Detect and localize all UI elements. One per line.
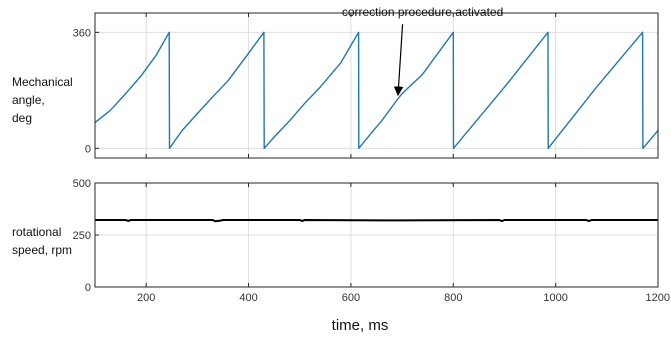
annotation-arrow xyxy=(393,24,404,97)
x-axis-label: time, ms xyxy=(332,317,389,334)
speed-gridlines xyxy=(95,182,659,288)
angle-ytick-label: 360 xyxy=(73,27,91,39)
speed-ticks: 200 400 600 800 1000 1200 0 250 500 xyxy=(73,178,670,304)
angle-series-line xyxy=(94,31,659,150)
angle-plot-frame xyxy=(94,12,659,159)
angle-ticks: 0 360 xyxy=(73,13,659,158)
angle-ylabel-line-2: angle, xyxy=(12,93,45,107)
angle-annotation: correction procedure activated xyxy=(342,5,503,97)
angle-ylabel-line-3: deg xyxy=(12,111,32,125)
speed-ytick-label: 0 xyxy=(85,282,91,294)
speed-xtick-label: 200 xyxy=(137,292,155,304)
angle-series xyxy=(94,31,659,150)
speed-series-line xyxy=(95,219,658,223)
speed-xtick-label: 600 xyxy=(342,292,360,304)
speed-xtick-label: 800 xyxy=(444,292,462,304)
angle-ylabel-line-1: Mechanical xyxy=(12,75,73,89)
speed-ytick-label: 250 xyxy=(73,230,91,242)
speed-ylabel-line-1: rotational xyxy=(12,225,61,239)
angle-gridlines xyxy=(95,13,659,158)
speed-panel: 200 400 600 800 1000 1200 0 250 500 rotational s… xyxy=(12,178,670,304)
angle-panel: 0 360 correction procedure activated Mech… xyxy=(12,5,659,159)
speed-ytick-label: 500 xyxy=(73,178,91,190)
annotation-text: correction procedure activated xyxy=(342,5,503,19)
speed-ylabel-line-2: speed, rpm xyxy=(12,243,72,257)
speed-series xyxy=(95,219,658,223)
angle-ytick-label: 0 xyxy=(85,143,91,155)
speed-xtick-label: 400 xyxy=(239,292,257,304)
speed-xtick-label: 1000 xyxy=(543,292,567,304)
speed-xtick-label: 1200 xyxy=(646,292,670,304)
